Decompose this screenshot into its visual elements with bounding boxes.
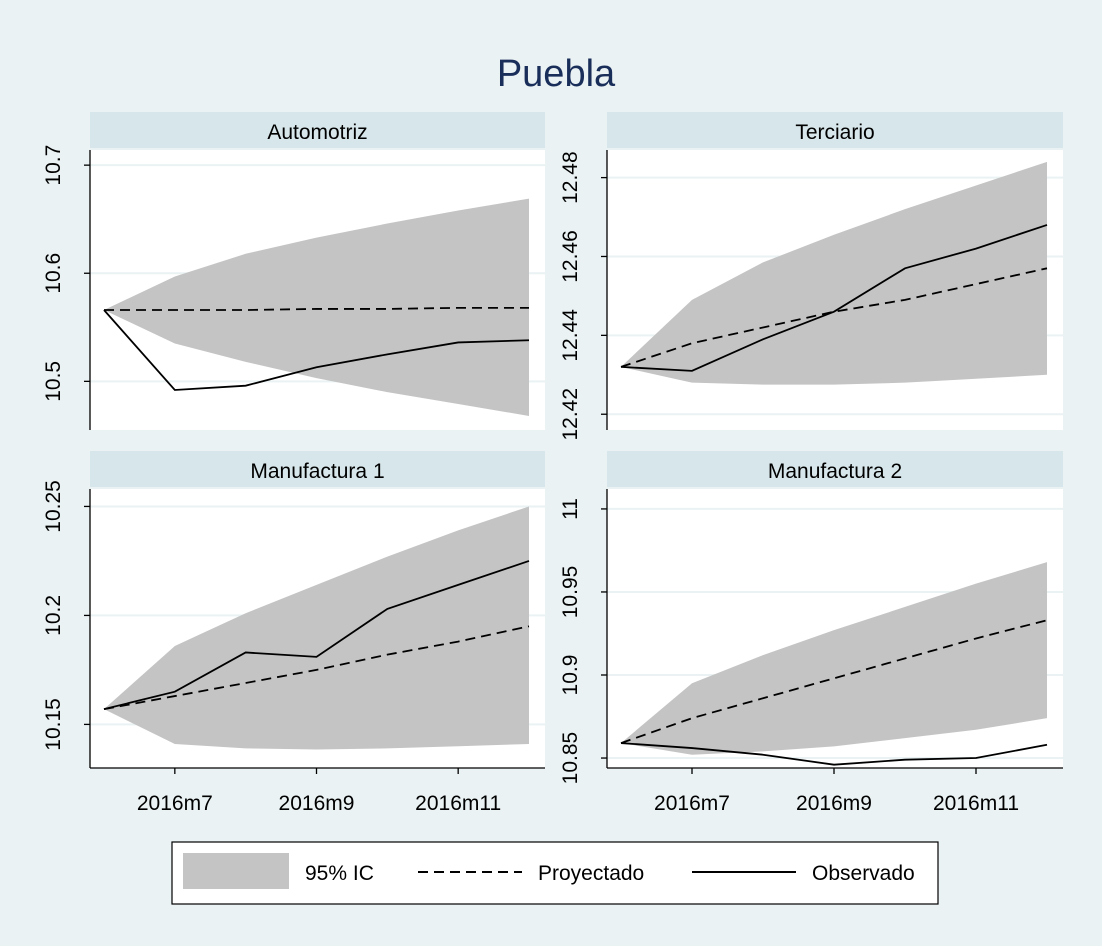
- panel-strip: [607, 112, 1063, 148]
- y-tick-label: 10.5: [42, 361, 65, 402]
- panel-title: Manufactura 1: [250, 460, 384, 483]
- observed-line: [620, 224, 1048, 372]
- panel-title: Manufactura 2: [768, 460, 902, 483]
- x-tick-label: 2016m9: [279, 792, 355, 815]
- observed-line: [103, 560, 530, 711]
- panel-1: Automotriz 10.5 10.6 10.7: [42, 112, 545, 430]
- y-tick-label: 10.15: [42, 698, 65, 751]
- panel-strip: [607, 451, 1063, 487]
- panel-4: Manufactura 2 10.85 10.9 10.95 11: [559, 451, 1063, 784]
- y-tick-label: 10.85: [559, 732, 582, 785]
- ci-band: [621, 562, 1047, 755]
- x-tick-label: 2016m7: [654, 792, 730, 815]
- y-tick-label: 12.48: [559, 151, 582, 204]
- y-tick-label: 10.25: [42, 480, 65, 533]
- legend-ci-swatch: [183, 853, 289, 889]
- ci-band: [104, 198, 529, 416]
- x-tick-label: 2016m9: [796, 792, 872, 815]
- legend: 95% IC Proyectado Observado: [171, 841, 939, 905]
- x-tick-label: 2016m7: [137, 792, 213, 815]
- x-tick-label: 2016m11: [415, 792, 501, 815]
- panels: Automotriz 10.5 10.6 10.7 Terciario 12.42 12.4…: [42, 112, 1063, 784]
- y-tick-label: 11: [559, 498, 582, 520]
- x-tick-label: 2016m11: [933, 792, 1019, 815]
- y-tick-label: 12.42: [559, 388, 582, 441]
- y-tick-label: 10.7: [42, 145, 65, 186]
- ci-band: [104, 506, 529, 750]
- panel-strip: [90, 112, 545, 148]
- y-tick-label: 12.46: [559, 230, 582, 283]
- panel-strip: [90, 451, 545, 487]
- y-tick-label: 10.95: [559, 566, 582, 619]
- legend-proj-label: Proyectado: [538, 862, 644, 885]
- y-tick-label: 10.6: [42, 253, 65, 294]
- y-tick-label: 10.9: [559, 655, 582, 696]
- legend-box: [171, 841, 939, 905]
- projected-line: [104, 306, 529, 311]
- observed-line: [620, 742, 1048, 766]
- panel-2: Terciario 12.42 12.44 12.46 12.48: [559, 112, 1063, 441]
- projected-line: [103, 625, 530, 711]
- ci-band: [621, 161, 1047, 385]
- panel-3: Manufactura 1 10.15 10.2 10.25: [42, 451, 545, 774]
- y-tick-label: 12.44: [559, 309, 582, 362]
- legend-obs-label: Observado: [812, 862, 915, 885]
- panel-title: Automotriz: [267, 121, 367, 144]
- observed-line: [103, 309, 530, 391]
- y-tick-label: 10.2: [42, 595, 65, 636]
- projected-line: [620, 619, 1048, 744]
- panel-title: Terciario: [795, 121, 874, 144]
- x-axis-tick-labels: 2016m7 2016m9 2016m11 2016m7 2016m9 2016m11: [137, 792, 1019, 815]
- legend-ci-label: 95% IC: [305, 862, 374, 885]
- chart-title: Puebla: [497, 53, 616, 95]
